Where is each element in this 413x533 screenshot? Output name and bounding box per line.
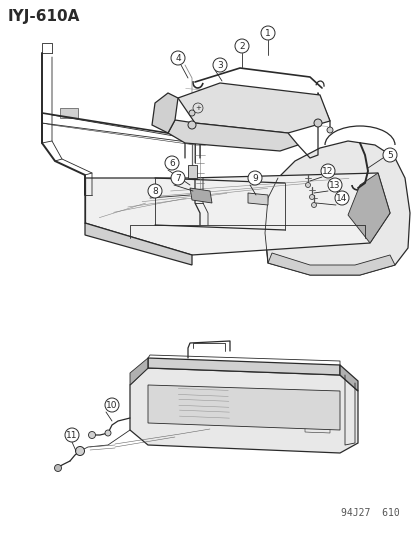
Polygon shape <box>339 365 357 391</box>
Circle shape <box>212 58 226 72</box>
Polygon shape <box>152 93 178 133</box>
Circle shape <box>65 428 79 442</box>
Text: 7: 7 <box>175 174 180 182</box>
Circle shape <box>320 164 334 178</box>
Polygon shape <box>168 120 297 151</box>
Polygon shape <box>85 173 389 255</box>
Circle shape <box>260 26 274 40</box>
Text: IYJ-610A: IYJ-610A <box>8 9 80 24</box>
Circle shape <box>235 39 248 53</box>
Circle shape <box>382 148 396 162</box>
Circle shape <box>105 430 111 436</box>
Circle shape <box>309 195 314 199</box>
Text: 94J27  610: 94J27 610 <box>340 508 399 518</box>
Text: 3: 3 <box>216 61 222 69</box>
Text: 14: 14 <box>335 193 347 203</box>
Text: 4: 4 <box>175 53 180 62</box>
Text: 6: 6 <box>169 158 174 167</box>
Circle shape <box>165 156 178 170</box>
Polygon shape <box>190 188 211 203</box>
Circle shape <box>313 119 321 127</box>
Text: 13: 13 <box>328 181 340 190</box>
Text: 10: 10 <box>106 400 117 409</box>
Polygon shape <box>247 193 267 205</box>
Circle shape <box>105 398 119 412</box>
Polygon shape <box>147 385 339 430</box>
Circle shape <box>327 178 341 192</box>
Circle shape <box>75 447 84 456</box>
Circle shape <box>171 51 185 65</box>
Polygon shape <box>178 83 329 133</box>
Circle shape <box>334 191 348 205</box>
Text: 11: 11 <box>66 431 78 440</box>
Circle shape <box>88 432 95 439</box>
Text: 1: 1 <box>264 28 270 37</box>
Polygon shape <box>188 165 197 178</box>
Polygon shape <box>347 173 389 243</box>
Circle shape <box>147 184 161 198</box>
Text: 12: 12 <box>322 166 333 175</box>
Circle shape <box>311 203 316 207</box>
Polygon shape <box>264 141 409 275</box>
Text: 2: 2 <box>239 42 244 51</box>
Circle shape <box>305 182 310 188</box>
Polygon shape <box>130 358 147 385</box>
Text: 8: 8 <box>152 187 157 196</box>
Circle shape <box>326 127 332 133</box>
Circle shape <box>247 171 261 185</box>
Polygon shape <box>147 358 339 375</box>
Circle shape <box>55 464 62 472</box>
Circle shape <box>171 171 185 185</box>
Polygon shape <box>267 253 394 275</box>
Circle shape <box>189 110 195 116</box>
Circle shape <box>188 121 195 129</box>
Polygon shape <box>60 108 78 118</box>
Text: 5: 5 <box>386 150 392 159</box>
Text: +: + <box>195 105 200 111</box>
Polygon shape <box>85 223 192 265</box>
Polygon shape <box>130 368 357 453</box>
Text: 9: 9 <box>252 174 257 182</box>
